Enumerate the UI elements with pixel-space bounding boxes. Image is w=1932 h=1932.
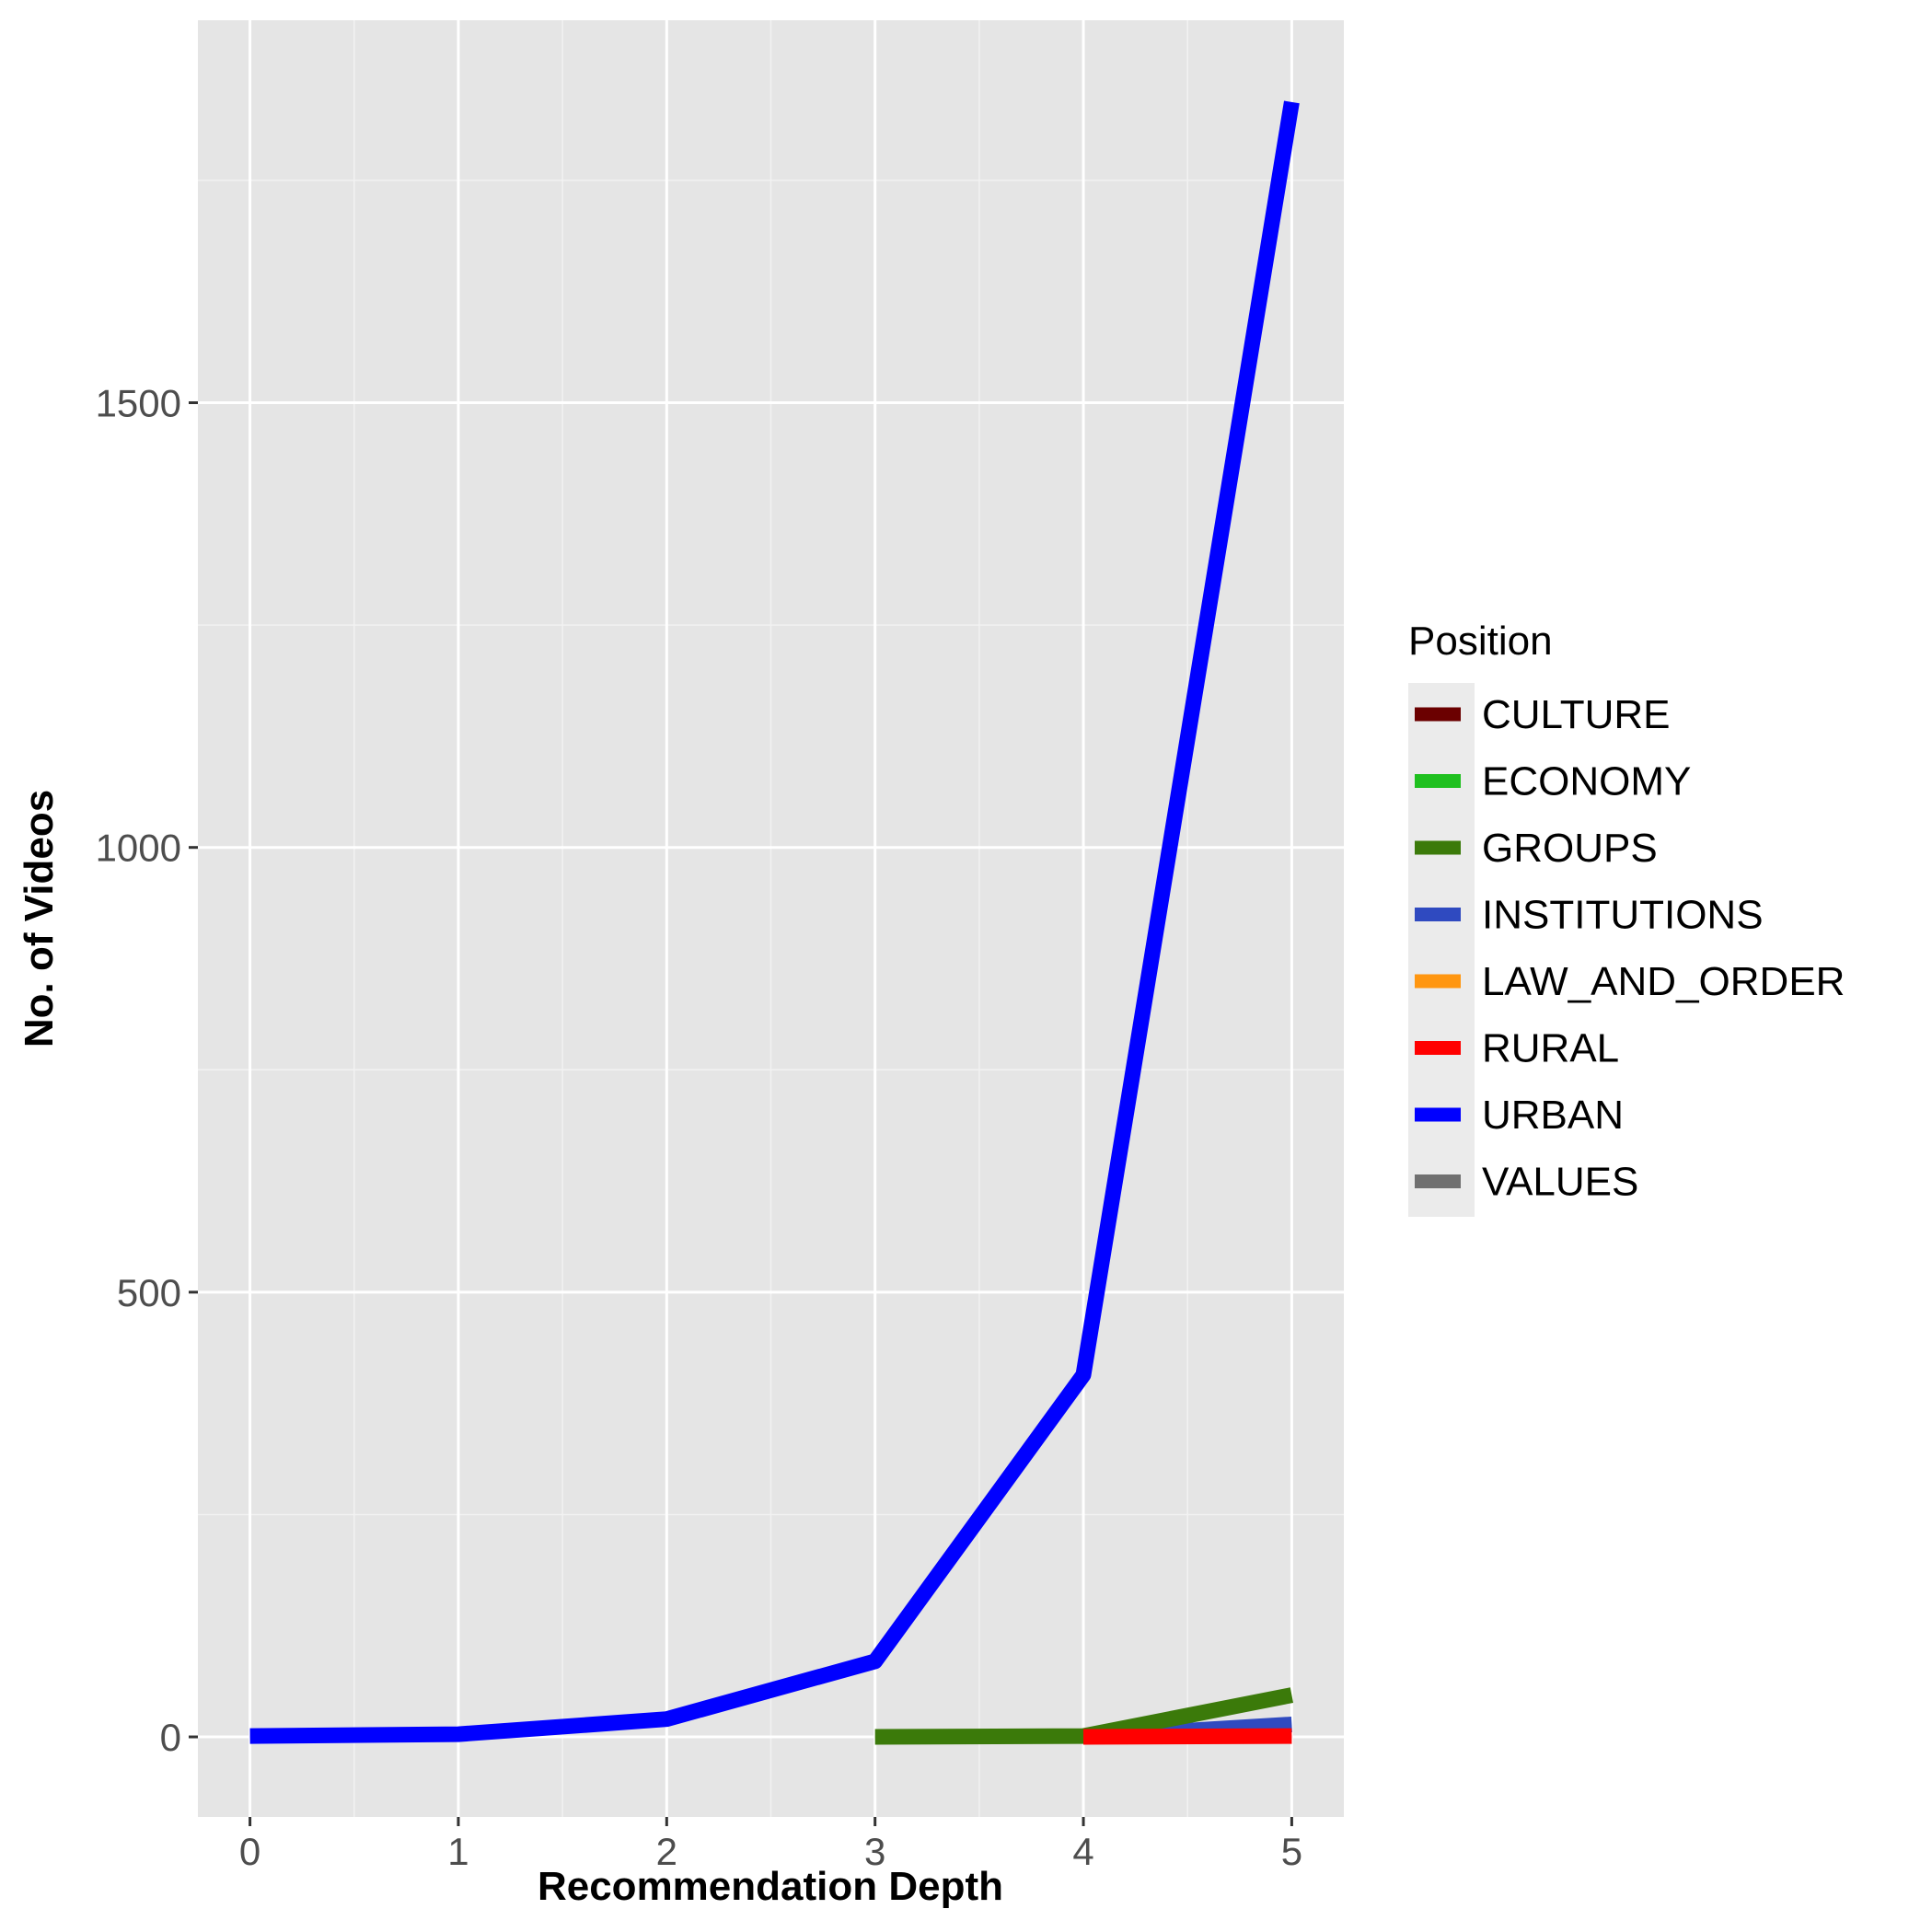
x-tick-label: 0 [239,1830,260,1873]
legend-label-culture: CULTURE [1482,692,1671,737]
x-tick-label: 5 [1281,1830,1302,1873]
x-tick-label: 4 [1072,1830,1093,1873]
series-line-urban [249,100,1300,1744]
legend-label-groups: GROUPS [1482,826,1658,871]
legend-label-urban: URBAN [1482,1093,1624,1138]
x-tick-label: 3 [864,1830,885,1873]
legend-label-economy: ECONOMY [1482,759,1691,804]
grid-minor [198,20,1344,1817]
legend-label-law-and-order: LAW_AND_ORDER [1482,959,1845,1004]
legend-label-institutions: INSTITUTIONS [1482,893,1764,938]
legend-label-rural: RURAL [1482,1026,1619,1071]
x-tick-label: 2 [656,1830,677,1873]
x-axis-title: Recommendation Depth [538,1864,1003,1909]
y-axis-title: No. of Videos [17,790,62,1047]
axis-ticks [189,401,1293,1826]
legend-title: Position [1408,619,1553,664]
legend-key-background [1408,683,1475,1217]
y-tick-label: 0 [160,1716,181,1759]
x-tick-label: 1 [447,1830,469,1873]
y-tick-label: 500 [117,1271,181,1314]
legend-label-values: VALUES [1482,1160,1638,1205]
legend-items: CULTURE ECONOMY GROUPS INSTITUTIONS LAW_AND_… [1415,692,1845,1205]
y-tick-label: 1000 [96,827,181,870]
y-tick-label: 1500 [96,382,181,425]
tick-labels: 0 1 2 3 4 5 0 500 1000 1500 [96,382,1303,1873]
series-line-rural [1082,1728,1292,1745]
series-layer [249,100,1300,1745]
